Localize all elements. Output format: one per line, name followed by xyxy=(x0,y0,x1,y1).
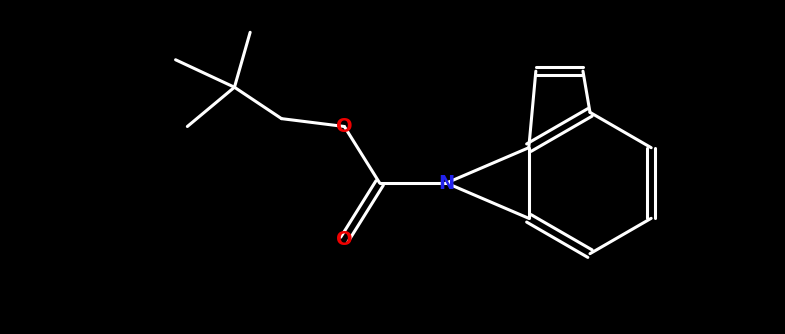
Text: O: O xyxy=(336,230,352,249)
Text: O: O xyxy=(336,117,352,136)
Text: N: N xyxy=(438,173,455,192)
